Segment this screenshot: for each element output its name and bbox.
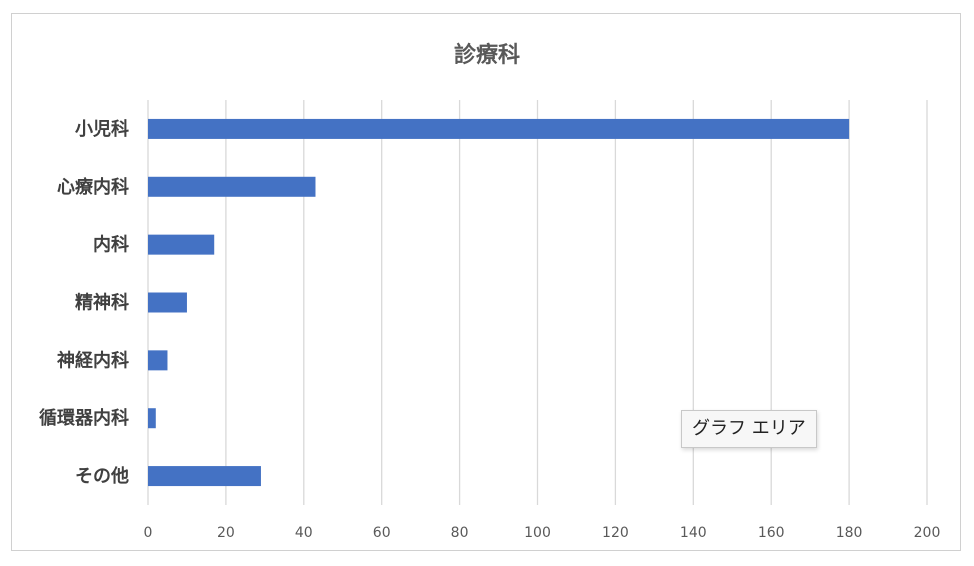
x-tick-label: 80 — [451, 525, 469, 541]
bar[interactable] — [148, 350, 168, 371]
category-label: 精神科 — [75, 292, 129, 314]
bar[interactable] — [148, 466, 261, 487]
x-tick-label: 20 — [217, 525, 235, 541]
x-tick-label: 200 — [914, 525, 941, 541]
x-tick-label: 120 — [602, 525, 629, 541]
category-label: 内科 — [93, 234, 129, 256]
bar[interactable] — [148, 118, 850, 139]
category-label: 心療内科 — [57, 176, 129, 198]
bar[interactable] — [148, 176, 316, 197]
bar[interactable] — [148, 234, 215, 255]
category-label: 小児科 — [75, 118, 129, 140]
chart-area[interactable] — [11, 13, 961, 551]
x-tick-labels: 0 20 40 60 80 100 120 140 160 180 200 — [144, 525, 941, 541]
x-tick-label: 40 — [295, 525, 313, 541]
x-tick-label: 60 — [373, 525, 391, 541]
chart-area-tooltip: グラフ エリア — [681, 410, 817, 448]
x-tick-label: 0 — [144, 525, 153, 541]
chart-title: 診療科 — [454, 42, 520, 68]
x-tick-label: 100 — [524, 525, 551, 541]
category-label: その他 — [75, 465, 129, 487]
bar[interactable] — [148, 292, 187, 313]
bars — [148, 118, 850, 487]
category-label: 循環器内科 — [39, 407, 129, 429]
x-tick-label: 180 — [836, 525, 863, 541]
x-tick-label: 140 — [680, 525, 707, 541]
bar[interactable] — [148, 408, 156, 429]
gridlines — [147, 100, 928, 505]
category-label: 神経内科 — [57, 349, 129, 371]
x-tick-label: 160 — [758, 525, 785, 541]
